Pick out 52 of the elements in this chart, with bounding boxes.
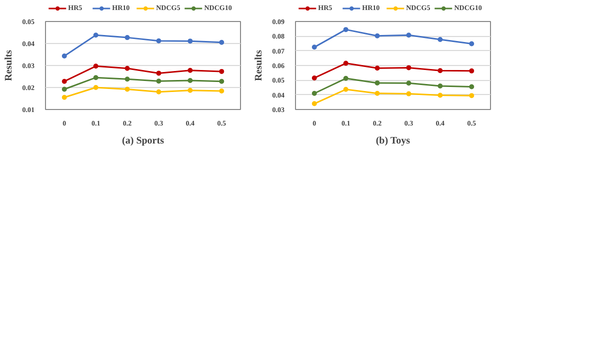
- text: (b) Toys: [376, 136, 410, 146]
- point: [312, 90, 317, 96]
- point: [469, 93, 474, 98]
- point: [188, 38, 193, 44]
- y-axis-title: Results: [3, 50, 14, 82]
- point: [438, 92, 443, 98]
- point: [343, 86, 348, 92]
- point: [62, 78, 67, 84]
- point: [406, 80, 412, 86]
- point: [156, 78, 162, 84]
- point: [343, 60, 348, 66]
- point: [343, 76, 348, 81]
- point: [62, 94, 67, 100]
- point: [93, 85, 98, 90]
- point: [374, 66, 380, 71]
- point: [124, 76, 130, 82]
- point: [93, 32, 98, 38]
- point: [374, 90, 380, 96]
- point: [406, 65, 412, 70]
- point: [374, 33, 380, 38]
- point: [312, 75, 317, 80]
- point: [219, 40, 224, 45]
- point: [219, 88, 224, 94]
- text: (a) Sports: [122, 136, 164, 146]
- point: [343, 27, 348, 32]
- point: [188, 68, 193, 73]
- point: [438, 84, 443, 89]
- point: [93, 75, 98, 80]
- point: [406, 91, 412, 96]
- point: [469, 68, 474, 74]
- point: [62, 86, 67, 92]
- point: [188, 78, 193, 83]
- point: [219, 78, 224, 84]
- point: [469, 84, 474, 90]
- point: [124, 66, 130, 71]
- point: [406, 32, 412, 38]
- point: [156, 70, 162, 76]
- point: [438, 68, 443, 74]
- point: [188, 88, 193, 93]
- point: [156, 89, 162, 94]
- point: [93, 64, 98, 69]
- point: [438, 37, 443, 42]
- point: [469, 41, 474, 46]
- point: [156, 38, 162, 44]
- point: [62, 54, 67, 59]
- point: [124, 86, 130, 92]
- point: [219, 68, 224, 74]
- point: [312, 44, 317, 50]
- point: [124, 35, 130, 40]
- point: [312, 101, 317, 106]
- point: [374, 80, 380, 86]
- y-axis-title: Results: [253, 50, 264, 82]
